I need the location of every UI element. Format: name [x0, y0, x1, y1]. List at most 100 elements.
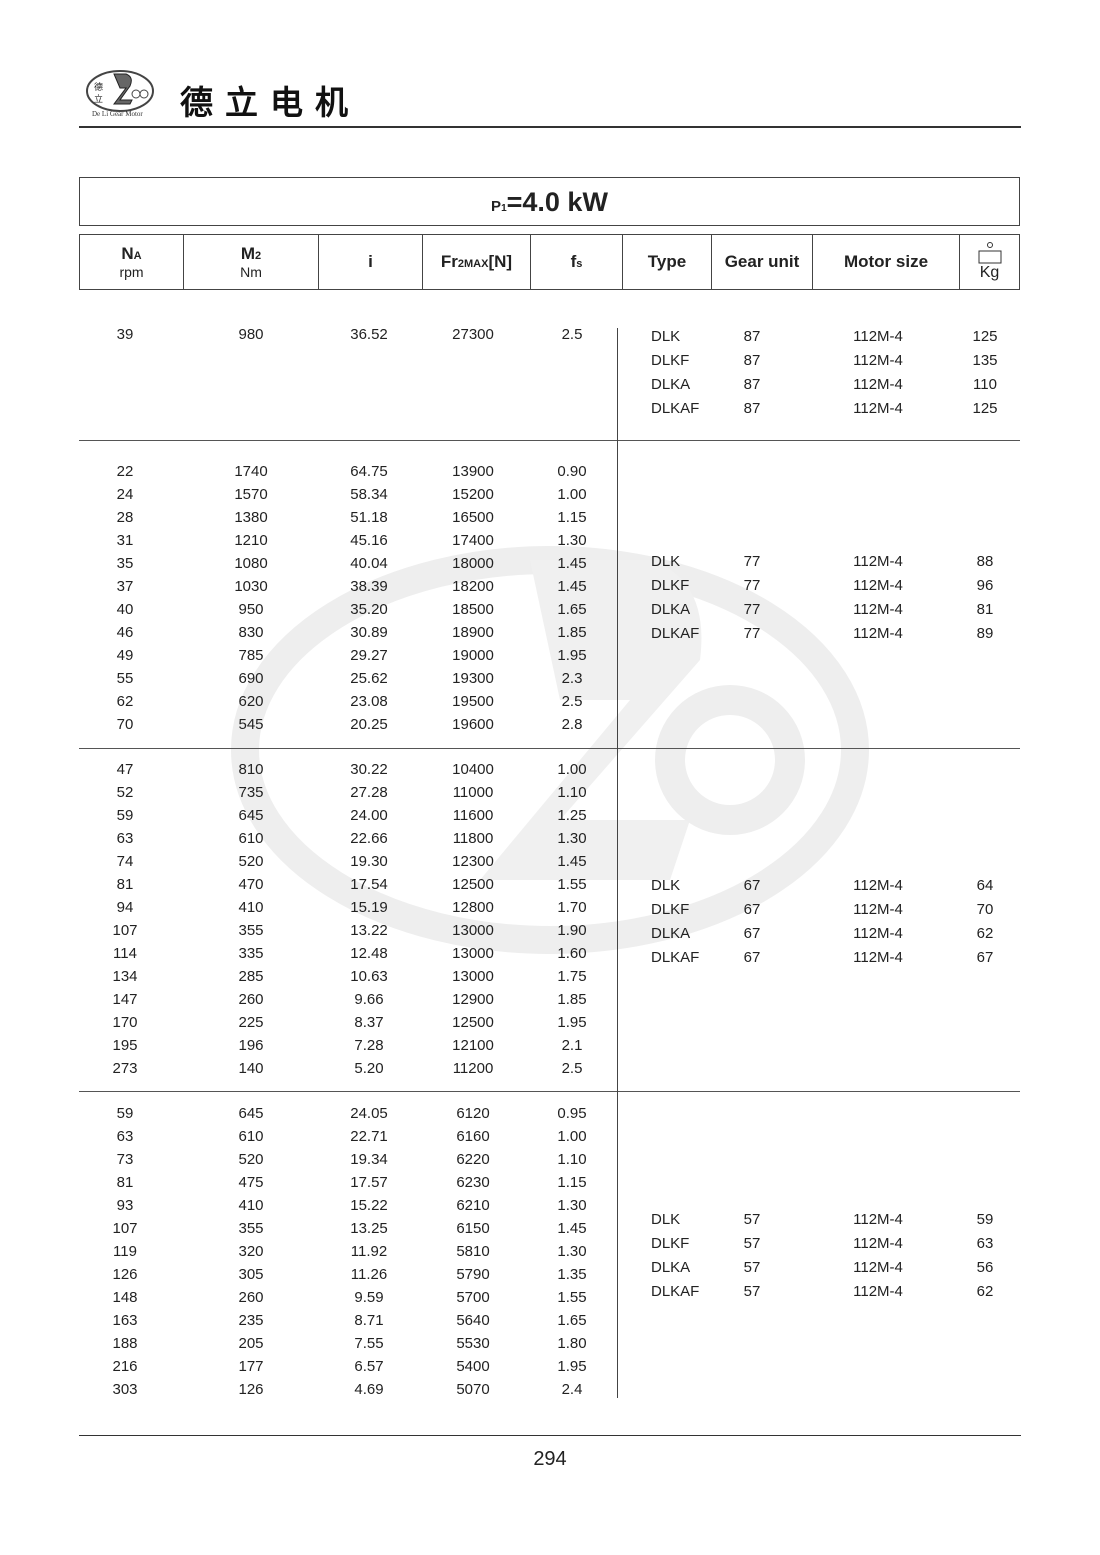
group-divider: [79, 440, 1020, 441]
radial-force: 12500: [452, 876, 494, 893]
radial-force: 27300: [452, 326, 494, 343]
output-torque: 980: [238, 326, 264, 343]
weight: 125: [972, 400, 998, 417]
output-speed: 35: [116, 555, 134, 572]
radial-force: 6160: [456, 1128, 490, 1145]
weight: 56: [976, 1259, 994, 1276]
output-speed: 73: [116, 1151, 134, 1168]
output-torque: 410: [238, 899, 264, 916]
output-torque: 520: [238, 853, 264, 870]
ratio: 22.71: [350, 1128, 388, 1145]
output-torque: 126: [238, 1381, 264, 1398]
column-divider: [617, 328, 618, 1398]
radial-force: 5700: [456, 1289, 490, 1306]
radial-force: 12500: [452, 1014, 494, 1031]
output-speed: 70: [116, 716, 134, 733]
ratio: 13.25: [350, 1220, 388, 1237]
service-factor: 0.90: [557, 463, 587, 480]
output-speed: 52: [116, 784, 134, 801]
output-torque: 355: [238, 1220, 264, 1237]
motor-size: 112M-4: [853, 1235, 903, 1252]
weight: 110: [973, 376, 997, 393]
output-speed: 126: [112, 1266, 138, 1283]
ratio: 25.62: [350, 670, 388, 687]
output-speed: 195: [112, 1037, 138, 1054]
radial-force: 6150: [456, 1220, 490, 1237]
type: DLKF: [651, 1235, 690, 1252]
output-torque: 1740: [234, 463, 268, 480]
col-fr: Fr2MAX[N]: [423, 235, 531, 289]
output-speed: 107: [112, 1220, 138, 1237]
output-torque: 140: [238, 1060, 264, 1077]
output-torque: 355: [238, 922, 264, 939]
output-torque: 1380: [234, 509, 268, 526]
radial-force: 19600: [452, 716, 494, 733]
output-speed: 40: [116, 601, 134, 618]
motor-size: 112M-4: [853, 877, 903, 894]
ratio: 5.20: [354, 1060, 384, 1077]
output-torque: 235: [238, 1312, 264, 1329]
col-motor-size: Motor size: [813, 235, 960, 289]
output-torque: 1030: [234, 578, 268, 595]
output-speed: 46: [116, 624, 134, 641]
gear-unit: 57: [743, 1259, 761, 1276]
service-factor: 1.55: [557, 876, 587, 893]
service-factor: 2.1: [561, 1037, 583, 1054]
col-fs: fs: [531, 235, 623, 289]
service-factor: 1.55: [557, 1289, 587, 1306]
service-factor: 2.5: [561, 693, 583, 710]
radial-force: 19500: [452, 693, 494, 710]
page-number: 294: [533, 1448, 567, 1470]
gear-unit: 87: [743, 400, 761, 417]
group-divider: [79, 1091, 1020, 1092]
radial-force: 12800: [452, 899, 494, 916]
col-na: NA rpm: [80, 235, 184, 289]
output-torque: 735: [238, 784, 264, 801]
service-factor: 1.70: [557, 899, 587, 916]
weight: 63: [976, 1235, 994, 1252]
output-torque: 205: [238, 1335, 264, 1352]
output-torque: 475: [238, 1174, 264, 1191]
service-factor: 1.45: [557, 1220, 587, 1237]
service-factor: 1.15: [557, 509, 587, 526]
service-factor: 1.15: [557, 1174, 587, 1191]
ratio: 27.28: [350, 784, 388, 801]
service-factor: 2.4: [561, 1381, 583, 1398]
output-torque: 1570: [234, 486, 268, 503]
output-torque: 610: [238, 830, 264, 847]
radial-force: 19300: [452, 670, 494, 687]
output-torque: 225: [238, 1014, 264, 1031]
output-speed: 31: [116, 532, 134, 549]
service-factor: 1.25: [557, 807, 587, 824]
type: DLKF: [651, 352, 690, 369]
output-speed: 81: [116, 1174, 134, 1191]
ratio: 9.59: [354, 1289, 384, 1306]
ratio: 15.19: [350, 899, 388, 916]
service-factor: 1.75: [557, 968, 587, 985]
output-speed: 74: [116, 853, 134, 870]
weight: 96: [976, 577, 994, 594]
service-factor: 2.8: [561, 716, 583, 733]
output-speed: 22: [116, 463, 134, 480]
ratio: 8.37: [354, 1014, 384, 1031]
output-torque: 177: [238, 1358, 264, 1375]
ratio: 45.16: [350, 532, 388, 549]
output-speed: 59: [116, 1105, 134, 1122]
output-speed: 39: [116, 326, 134, 343]
ratio: 12.48: [350, 945, 388, 962]
output-torque: 690: [238, 670, 264, 687]
service-factor: 1.95: [557, 647, 587, 664]
weight: 81: [976, 601, 994, 618]
output-speed: 63: [116, 1128, 134, 1145]
gear-unit: 57: [743, 1211, 761, 1228]
type: DLKA: [651, 376, 691, 393]
motor-size: 112M-4: [853, 1259, 903, 1276]
ratio: 9.66: [354, 991, 384, 1008]
ratio: 11.26: [350, 1266, 388, 1283]
service-factor: 1.30: [557, 1243, 587, 1260]
col-m2: M2 Nm: [184, 235, 319, 289]
col-i: i: [319, 235, 423, 289]
service-factor: 1.80: [557, 1335, 587, 1352]
company-logo: 德 立 De Li Gear Motor: [84, 68, 156, 118]
col-kg: Kg: [960, 235, 1019, 289]
